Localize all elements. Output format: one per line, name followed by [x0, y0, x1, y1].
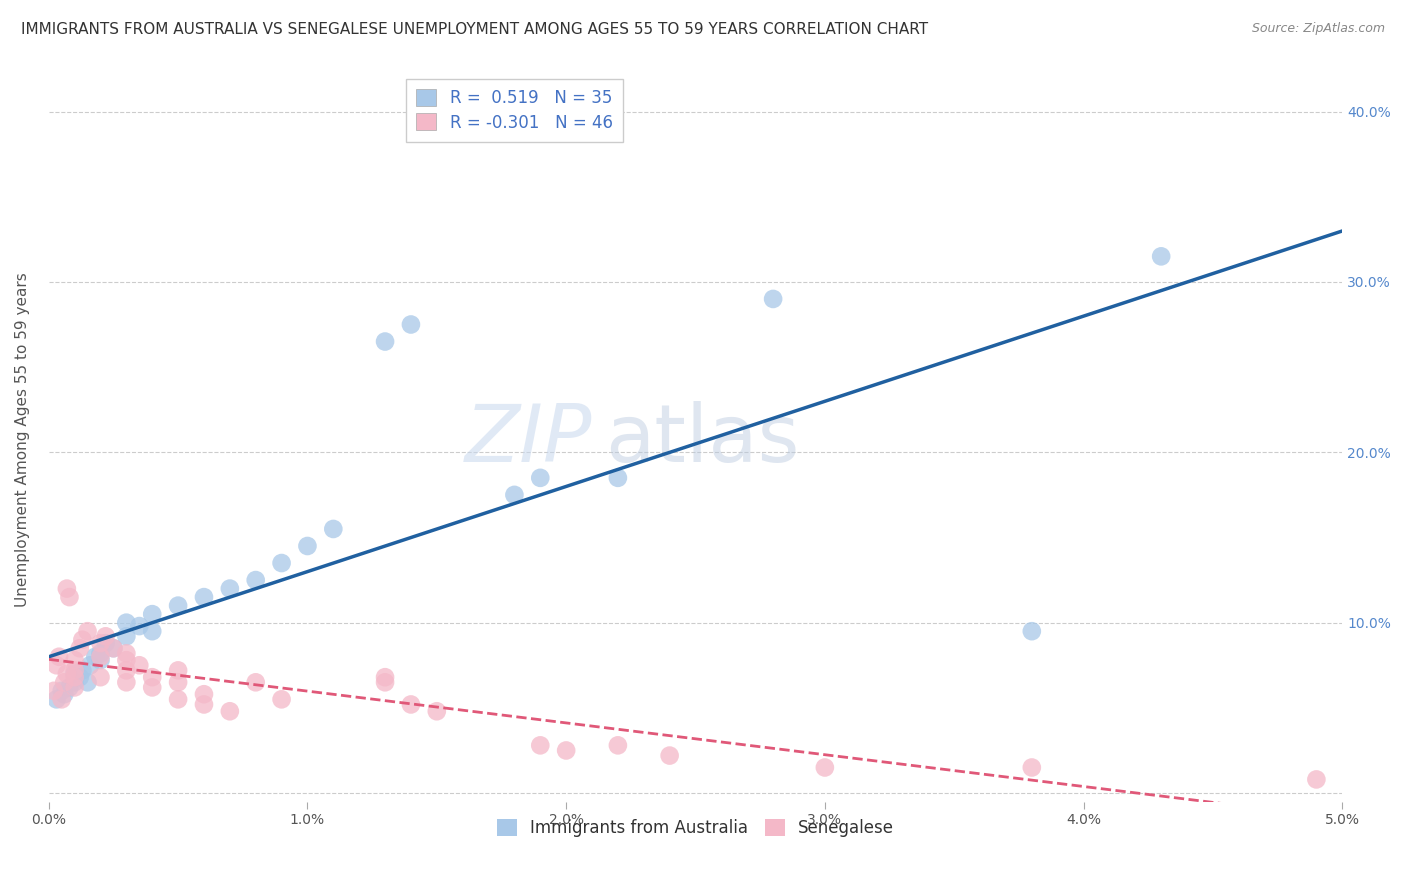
Point — [58, 590, 80, 604]
Point — [426, 704, 449, 718]
Point — [89, 670, 111, 684]
Point — [374, 670, 396, 684]
Point — [167, 599, 190, 613]
Point — [115, 615, 138, 630]
Point — [103, 641, 125, 656]
Point — [270, 692, 292, 706]
Point — [503, 488, 526, 502]
Point — [218, 704, 240, 718]
Point — [245, 573, 267, 587]
Point — [141, 607, 163, 622]
Point — [63, 664, 86, 678]
Point — [606, 739, 628, 753]
Point — [128, 619, 150, 633]
Point — [94, 629, 117, 643]
Point — [45, 692, 67, 706]
Point — [814, 760, 837, 774]
Point — [270, 556, 292, 570]
Point — [42, 683, 65, 698]
Legend: Immigrants from Australia, Senegalese: Immigrants from Australia, Senegalese — [491, 813, 901, 844]
Point — [63, 653, 86, 667]
Point — [63, 681, 86, 695]
Point — [167, 664, 190, 678]
Point — [63, 666, 86, 681]
Point — [103, 641, 125, 656]
Point — [69, 641, 91, 656]
Point — [374, 334, 396, 349]
Point — [51, 692, 73, 706]
Point — [658, 748, 681, 763]
Point — [76, 624, 98, 639]
Point — [48, 649, 70, 664]
Point — [58, 681, 80, 695]
Point — [115, 675, 138, 690]
Point — [53, 687, 76, 701]
Point — [84, 649, 107, 664]
Point — [89, 636, 111, 650]
Point — [69, 670, 91, 684]
Point — [89, 653, 111, 667]
Point — [555, 743, 578, 757]
Point — [193, 687, 215, 701]
Point — [56, 666, 79, 681]
Point — [1150, 249, 1173, 263]
Point — [53, 675, 76, 690]
Point — [63, 675, 86, 690]
Point — [72, 664, 94, 678]
Text: Source: ZipAtlas.com: Source: ZipAtlas.com — [1251, 22, 1385, 36]
Point — [399, 318, 422, 332]
Point — [45, 658, 67, 673]
Point — [89, 646, 111, 660]
Point — [63, 670, 86, 684]
Point — [115, 664, 138, 678]
Point — [167, 692, 190, 706]
Point — [167, 675, 190, 690]
Point — [297, 539, 319, 553]
Point — [529, 471, 551, 485]
Point — [141, 624, 163, 639]
Point — [1305, 772, 1327, 787]
Point — [322, 522, 344, 536]
Point — [79, 658, 101, 673]
Text: IMMIGRANTS FROM AUSTRALIA VS SENEGALESE UNEMPLOYMENT AMONG AGES 55 TO 59 YEARS C: IMMIGRANTS FROM AUSTRALIA VS SENEGALESE … — [21, 22, 928, 37]
Point — [72, 632, 94, 647]
Point — [56, 582, 79, 596]
Text: atlas: atlas — [605, 401, 800, 478]
Point — [115, 646, 138, 660]
Point — [193, 698, 215, 712]
Point — [94, 636, 117, 650]
Point — [374, 675, 396, 690]
Point — [89, 649, 111, 664]
Point — [529, 739, 551, 753]
Point — [193, 590, 215, 604]
Point — [115, 653, 138, 667]
Point — [218, 582, 240, 596]
Point — [245, 675, 267, 690]
Point — [606, 471, 628, 485]
Point — [762, 292, 785, 306]
Point — [1021, 624, 1043, 639]
Point — [1021, 760, 1043, 774]
Text: ZIP: ZIP — [464, 401, 592, 478]
Point — [128, 658, 150, 673]
Point — [141, 681, 163, 695]
Point — [115, 629, 138, 643]
Point — [51, 683, 73, 698]
Point — [76, 675, 98, 690]
Y-axis label: Unemployment Among Ages 55 to 59 years: Unemployment Among Ages 55 to 59 years — [15, 272, 30, 607]
Point — [399, 698, 422, 712]
Point — [141, 670, 163, 684]
